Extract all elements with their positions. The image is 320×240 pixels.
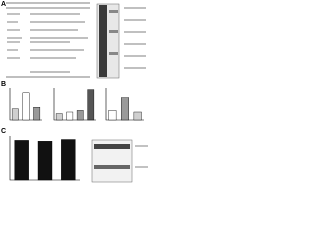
bar: [120, 97, 129, 121]
axis: [9, 88, 42, 121]
axis: [9, 136, 80, 181]
panel-label: A: [1, 1, 6, 8]
bar: [108, 110, 117, 121]
bar: [133, 111, 142, 121]
bar: [61, 139, 76, 181]
bar: [55, 113, 63, 121]
bar: [33, 106, 41, 121]
bar: [37, 141, 53, 181]
panel-label: B: [1, 81, 6, 88]
table: [6, 2, 90, 78]
figure: A B C: [1, 1, 148, 183]
bar: [22, 92, 30, 121]
blot: [96, 3, 146, 79]
bar: [76, 110, 84, 121]
bar: [87, 89, 95, 121]
bar: [66, 111, 74, 121]
panel-label: C: [1, 128, 6, 135]
bar: [11, 108, 19, 121]
axis: [105, 88, 144, 121]
bar: [14, 140, 29, 181]
blot: [91, 139, 148, 183]
